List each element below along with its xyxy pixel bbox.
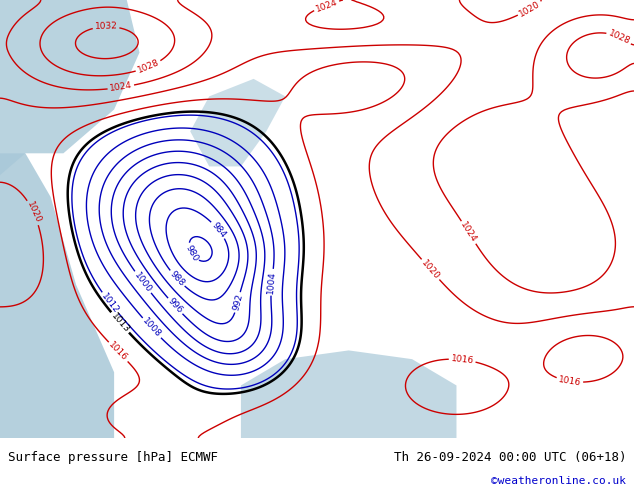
Text: 984: 984 (209, 220, 227, 239)
Text: ©weatheronline.co.uk: ©weatheronline.co.uk (491, 476, 626, 486)
Text: 1020: 1020 (420, 258, 441, 281)
Text: 1016: 1016 (450, 354, 474, 366)
Text: 1004: 1004 (266, 270, 277, 294)
Polygon shape (0, 153, 114, 438)
Text: 1032: 1032 (94, 22, 117, 31)
Text: 1016: 1016 (107, 341, 129, 363)
Text: 1000: 1000 (133, 270, 153, 294)
Polygon shape (241, 350, 456, 438)
Text: 988: 988 (168, 269, 186, 288)
Text: 1024: 1024 (314, 0, 339, 14)
Polygon shape (190, 79, 285, 167)
Text: 992: 992 (231, 293, 244, 312)
Text: 1028: 1028 (136, 58, 160, 75)
Polygon shape (0, 0, 139, 175)
Text: 996: 996 (166, 296, 184, 316)
Text: 980: 980 (183, 243, 200, 263)
Text: 1016: 1016 (558, 375, 582, 388)
Text: 1012: 1012 (100, 292, 121, 315)
Text: 1020: 1020 (25, 200, 42, 225)
Text: Th 26-09-2024 00:00 UTC (06+18): Th 26-09-2024 00:00 UTC (06+18) (394, 451, 626, 464)
Text: Surface pressure [hPa] ECMWF: Surface pressure [hPa] ECMWF (8, 451, 217, 464)
Text: 1024: 1024 (459, 220, 479, 245)
Text: 1013: 1013 (109, 311, 131, 334)
Text: 1024: 1024 (109, 81, 133, 94)
Text: 1008: 1008 (141, 317, 163, 340)
Text: 1020: 1020 (518, 0, 542, 19)
Text: 1028: 1028 (607, 28, 631, 46)
